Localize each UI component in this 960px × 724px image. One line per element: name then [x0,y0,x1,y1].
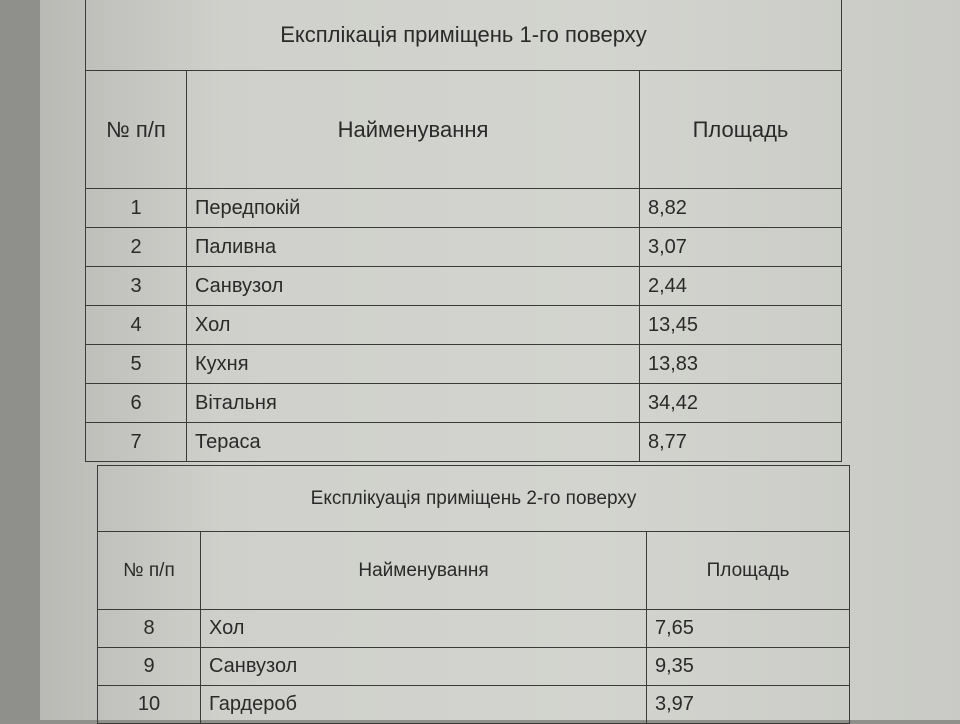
room-name: Кухня [186,344,640,384]
room-name: Хол [186,305,640,345]
room-area: 8,77 [639,422,842,462]
table-row: 3 Санвузол 2,44 [85,266,842,306]
room-area: 3,07 [639,227,842,267]
table-row: 5 Кухня 13,83 [85,344,842,384]
room-number: 7 [85,422,187,462]
table-row: 6 Вітальня 34,42 [85,383,842,423]
room-name: Хол [200,609,647,648]
room-area: 9,35 [646,647,850,686]
floor2-table: Експлікуація приміщень 2-го поверху № п/… [97,465,850,724]
room-name: Вітальня [186,383,640,423]
room-number: 4 [85,305,187,345]
room-name: Паливна [186,227,640,267]
table-row: 1 Передпокій 8,82 [85,188,842,228]
room-area: 7,65 [646,609,850,648]
floor2-title: Експлікуація приміщень 2-го поверху [97,465,850,532]
table-row: 2 Паливна 3,07 [85,227,842,267]
header-area: Площадь [646,531,850,610]
table-row: 10 Гардероб 3,97 [97,685,850,724]
table-row: 9 Санвузол 9,35 [97,647,850,686]
header-number: № п/п [97,531,201,610]
header-name: Найменування [186,70,640,189]
room-number: 9 [97,647,201,686]
header-area: Площадь [639,70,842,189]
room-area: 8,82 [639,188,842,228]
table-row: 4 Хол 13,45 [85,305,842,345]
room-number: 6 [85,383,187,423]
room-number: 5 [85,344,187,384]
room-area: 13,83 [639,344,842,384]
room-name: Санвузол [186,266,640,306]
room-name: Передпокій [186,188,640,228]
table-row: 7 Тераса 8,77 [85,422,842,462]
header-name: Найменування [200,531,647,610]
room-number: 3 [85,266,187,306]
room-number: 10 [97,685,201,724]
room-name: Санвузол [200,647,647,686]
room-area: 2,44 [639,266,842,306]
room-name: Гардероб [200,685,647,724]
room-area: 3,97 [646,685,850,724]
table-row: 8 Хол 7,65 [97,609,850,648]
floor1-title: Експлікація приміщень 1-го поверху [85,0,842,71]
floor1-table: Експлікація приміщень 1-го поверху № п/п… [85,0,842,462]
room-name: Тераса [186,422,640,462]
room-area: 34,42 [639,383,842,423]
header-number: № п/п [85,70,187,189]
room-area: 13,45 [639,305,842,345]
room-number: 1 [85,188,187,228]
room-number: 8 [97,609,201,648]
room-number: 2 [85,227,187,267]
